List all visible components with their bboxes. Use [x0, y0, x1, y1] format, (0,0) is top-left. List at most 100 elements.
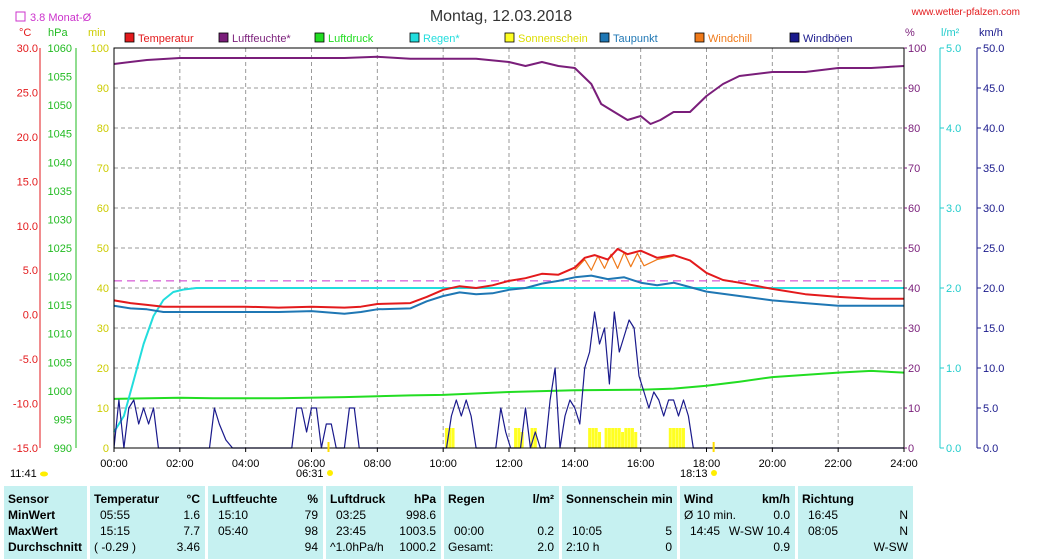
- y-tick-sunshine: 0: [103, 443, 109, 455]
- sunshine-bar: [611, 428, 615, 448]
- legend-label: Luftdruck: [328, 33, 374, 45]
- month-avg-label: 3.8 Monat-Ø: [30, 12, 92, 24]
- luftdruck-header: Luftdruck: [330, 492, 386, 506]
- legend-label: Windböen: [803, 33, 853, 45]
- sunshine-bar: [614, 428, 618, 448]
- row-label-avg: Durchschnitt: [8, 540, 83, 554]
- x-tick-label: 08:00: [364, 458, 392, 470]
- col-wind: Wind km/h Ø 10 min. 0.0 14:45 W-SW 10.4 0.9: [680, 486, 795, 559]
- sunshine-bar: [451, 428, 455, 448]
- legend-label: Taupunkt: [613, 33, 658, 45]
- sunshine-bar: [630, 428, 634, 448]
- luftfeuchte-max-time: 05:40: [218, 524, 249, 538]
- unit-pct: %: [905, 27, 915, 39]
- x-tick-label: 04:00: [232, 458, 260, 470]
- y-tick-temp: 0.0: [23, 310, 38, 322]
- series-line-windchill: [574, 251, 674, 271]
- sunrise-sun-icon: [327, 470, 333, 476]
- sunshine-bar: [530, 428, 534, 448]
- y-tick-humidity: 20: [908, 363, 920, 375]
- y-tick-temp: 15.0: [17, 176, 38, 188]
- series-line-taupunkt: [113, 274, 904, 315]
- sunshine-bar: [594, 428, 598, 448]
- y-tick-sunshine: 70: [97, 163, 109, 175]
- col-luftfeuchte: Luftfeuchte% 15:10 79 05:40 98 94: [208, 486, 323, 559]
- legend-swatch: [789, 32, 800, 43]
- legend-swatch: [409, 32, 420, 43]
- y-tick-press: 995: [54, 414, 72, 426]
- y-tick-temp: 30.0: [17, 43, 38, 55]
- y-tick-press: 1025: [48, 243, 72, 255]
- temperatur-avg-note: ( -0.29 ): [94, 540, 137, 554]
- richtung-min-time: 16:45: [808, 508, 839, 522]
- luftfeuchte-avg-value: 94: [304, 540, 318, 554]
- sunshine-bar: [672, 428, 676, 448]
- luftdruck-max-value: 1003.5: [399, 524, 436, 538]
- luftfeuchte-max-value: 98: [304, 524, 318, 538]
- series-lines: [113, 55, 905, 449]
- temperatur-min-value: 1.6: [183, 508, 200, 522]
- sunrise-label: 06:31: [296, 468, 324, 480]
- y-tick-press: 1030: [48, 214, 72, 226]
- legend-label: Sonnenschein: [518, 33, 588, 45]
- wind-max-value: W-SW 10.4: [728, 524, 790, 538]
- y-tick-press: 1035: [48, 186, 72, 198]
- source-link[interactable]: www.wetter-pfalzen.com: [911, 7, 1020, 18]
- temperatur-avg-value: 3.46: [176, 540, 200, 554]
- y-tick-humidity: 60: [908, 203, 920, 215]
- legend-label: Temperatur: [138, 33, 194, 45]
- sunshine-bar: [533, 428, 537, 448]
- sunshine-bar: [668, 428, 672, 448]
- y-tick-wind: 30.0: [983, 203, 1004, 215]
- y-tick-rain: 1.0: [946, 363, 961, 375]
- sunshine-bar: [607, 428, 611, 448]
- y-tick-wind: 5.0: [983, 403, 998, 415]
- y-tick-wind: 15.0: [983, 323, 1004, 335]
- sunshine-bar: [520, 432, 524, 448]
- y-tick-humidity: 100: [908, 43, 926, 55]
- y-tick-humidity: 50: [908, 243, 920, 255]
- sunshine-bar: [681, 428, 685, 448]
- temperatur-unit: °C: [186, 492, 200, 506]
- y-tick-rain: 4.0: [946, 123, 961, 135]
- luftdruck-max-time: 23:45: [336, 524, 367, 538]
- legend-swatch: [218, 32, 229, 43]
- unit-min: min: [88, 27, 106, 39]
- chart-title: Montag, 12.03.2018: [430, 8, 572, 25]
- y-tick-rain: 2.0: [946, 283, 961, 295]
- sunshine-bar: [598, 432, 602, 448]
- y-tick-press: 990: [54, 443, 72, 455]
- x-tick-label: 06:00: [298, 458, 326, 470]
- y-tick-press: 1000: [48, 386, 72, 398]
- sonnenschein-avg-value: 0: [665, 540, 672, 554]
- regen-total-label: Gesamt:: [448, 540, 494, 554]
- y-tick-temp: -5.0: [19, 354, 38, 366]
- legend-swatch: [504, 32, 515, 43]
- y-tick-press: 1015: [48, 300, 72, 312]
- sunshine-bar: [588, 428, 592, 448]
- richtung-min-value: N: [899, 508, 908, 522]
- month-avg-swatch: [15, 11, 26, 22]
- richtung-header: Richtung: [802, 492, 854, 506]
- unit-press: hPa: [48, 27, 68, 39]
- y-tick-wind: 45.0: [983, 83, 1004, 95]
- col-sensor: Sensor MinWert MaxWert Durchschnitt: [4, 486, 87, 559]
- weather-chart: 30.0 25.0 20.0 15.0 10.0 5.0 0.0 -5.0 -10.0 -15.0…: [10, 7, 1020, 480]
- y-tick-press: 1055: [48, 72, 72, 84]
- y-tick-humidity: 0: [908, 443, 914, 455]
- x-tick-label: 10:00: [429, 458, 457, 470]
- y-tick-rain: 0.0: [946, 443, 961, 455]
- y-tick-sunshine: 60: [97, 203, 109, 215]
- unit-temp: °C: [19, 27, 31, 39]
- y-tick-rain: 5.0: [946, 43, 961, 55]
- series-line-luftfeuchte: [113, 55, 905, 125]
- sunshine-bar: [634, 432, 638, 448]
- y-tick-wind: 35.0: [983, 163, 1004, 175]
- y-tick-press: 1040: [48, 157, 72, 169]
- daylength-sun-icon: [40, 471, 48, 477]
- y-tick-sunshine: 100: [91, 43, 109, 55]
- sonnenschein-total: 2:10 h: [566, 540, 600, 554]
- y-tick-sunshine: 80: [97, 123, 109, 135]
- legend-swatch: [599, 32, 610, 43]
- stats-table: Sensor MinWert MaxWert Durchschnitt Temp…: [0, 486, 1058, 559]
